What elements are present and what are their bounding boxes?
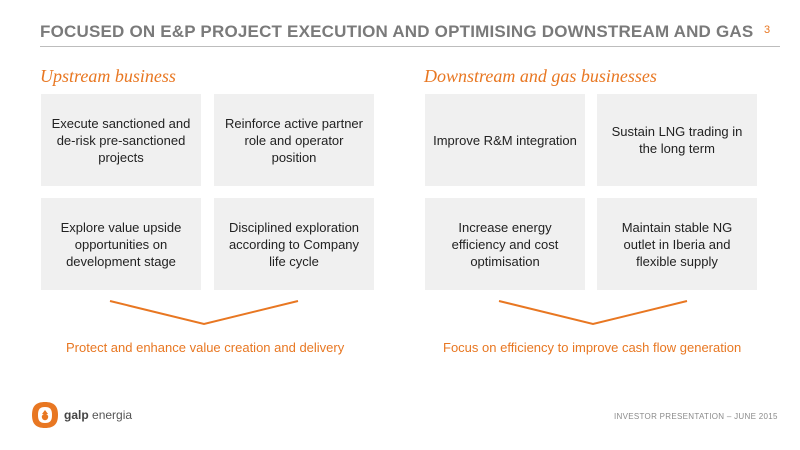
- downstream-chevron-icon: [498, 300, 688, 326]
- downstream-section-title: Downstream and gas businesses: [424, 66, 657, 86]
- upstream-box-3: Explore value upside opportunities on de…: [41, 198, 201, 290]
- galp-logo: galp energia: [30, 400, 132, 430]
- upstream-conclusion: Protect and enhance value creation and d…: [66, 340, 345, 355]
- footer-presentation-label: INVESTOR PRESENTATION – JUNE 2015: [614, 412, 778, 421]
- logo-brand-text: galp: [64, 408, 89, 422]
- downstream-box-4: Maintain stable NG outlet in Iberia and …: [597, 198, 757, 290]
- downstream-box-1: Improve R&M integration: [425, 94, 585, 186]
- upstream-box-2: Reinforce active partner role and operat…: [214, 94, 374, 186]
- upstream-section-title: Upstream business: [40, 66, 176, 86]
- slide-title: FOCUSED ON E&P PROJECT EXECUTION AND OPT…: [40, 22, 754, 41]
- page-number: 3: [764, 24, 771, 36]
- galp-logo-icon: [32, 402, 58, 428]
- title-divider: [40, 46, 780, 47]
- upstream-box-4: Disciplined exploration according to Com…: [214, 198, 374, 290]
- logo-suffix-text: energia: [92, 408, 133, 422]
- downstream-conclusion: Focus on efficiency to improve cash flow…: [443, 340, 742, 355]
- upstream-chevron-icon: [109, 300, 299, 326]
- downstream-box-2: Sustain LNG trading in the long term: [597, 94, 757, 186]
- downstream-box-3: Increase energy efficiency and cost opti…: [425, 198, 585, 290]
- upstream-box-1: Execute sanctioned and de-risk pre-sanct…: [41, 94, 201, 186]
